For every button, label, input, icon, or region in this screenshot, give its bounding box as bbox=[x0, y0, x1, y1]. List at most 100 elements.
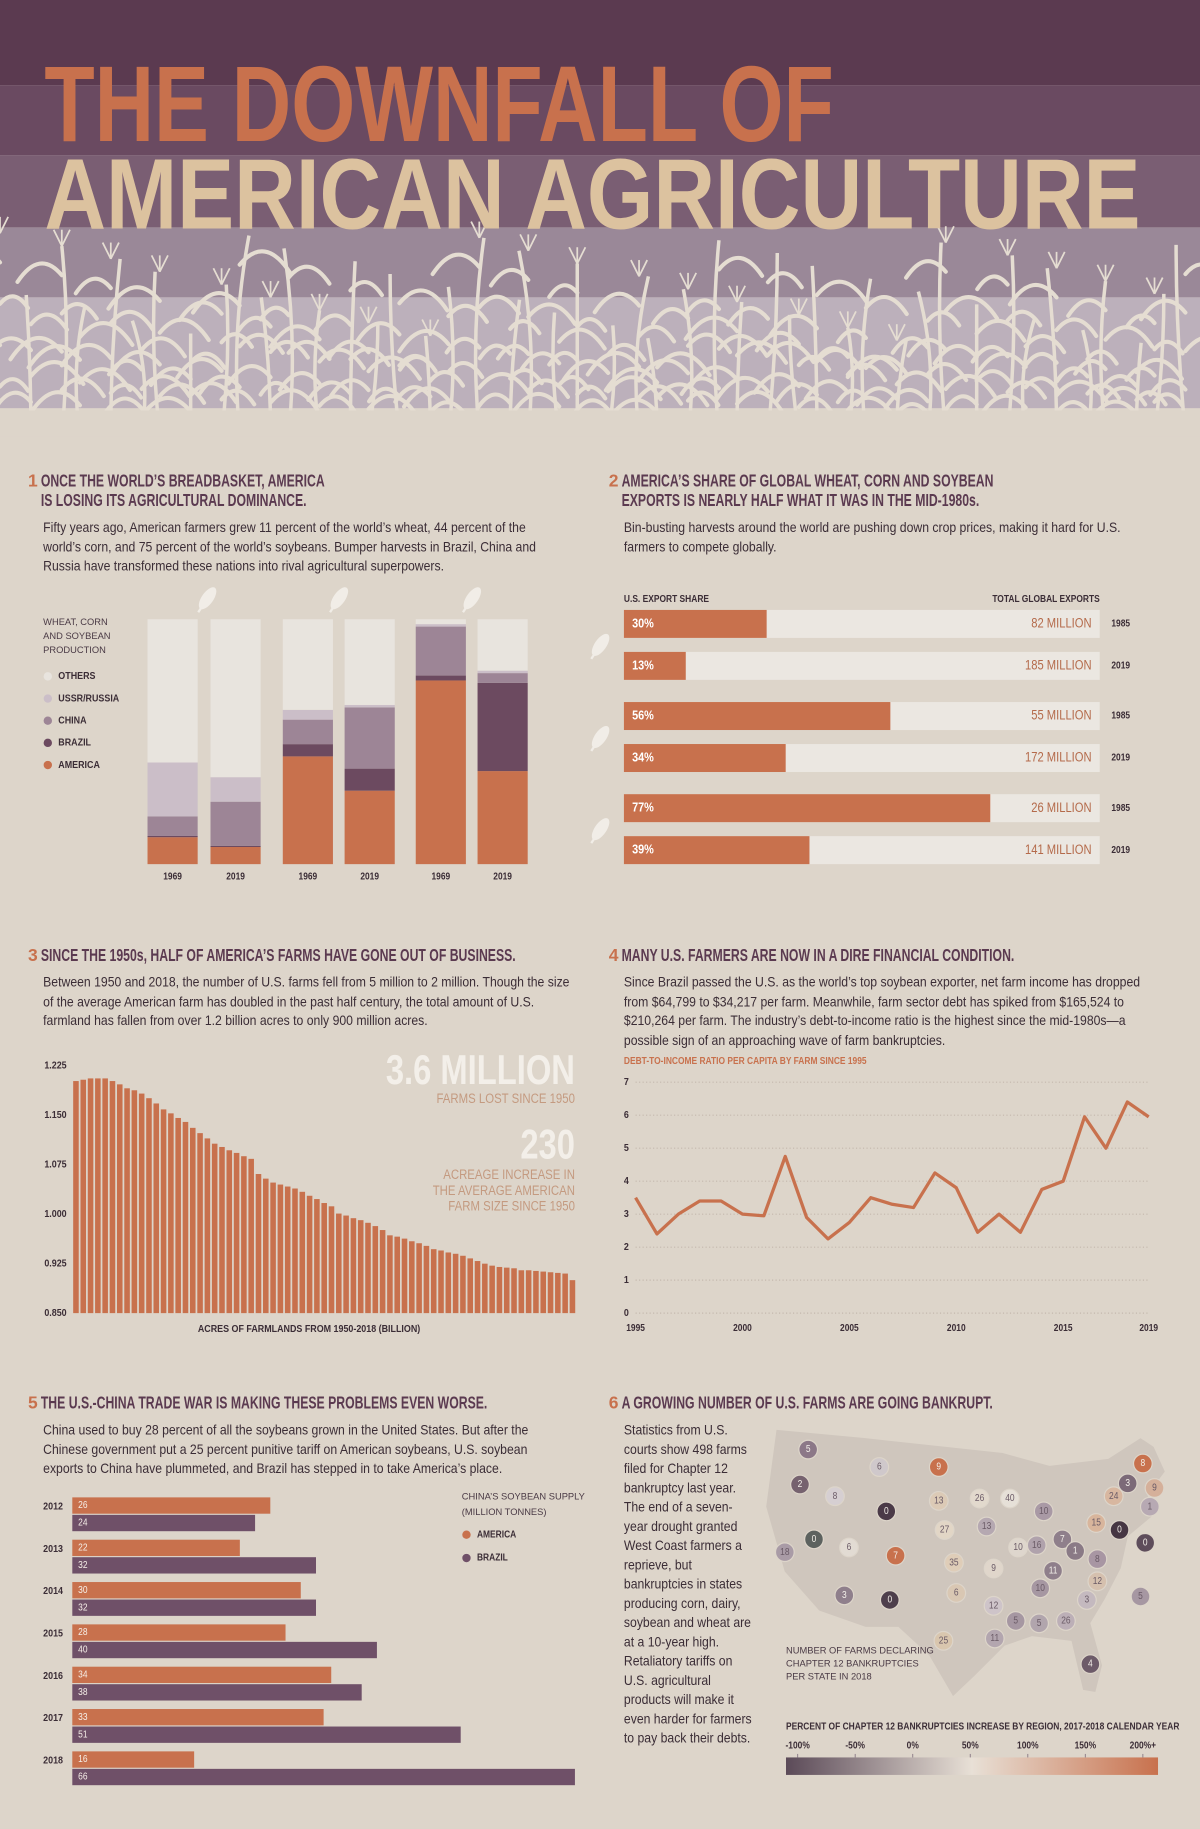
year-label: 1985 bbox=[1111, 802, 1130, 813]
bar bbox=[219, 1146, 225, 1314]
bar bbox=[623, 651, 686, 680]
corn-tassel bbox=[998, 238, 1009, 256]
bar bbox=[467, 1258, 473, 1314]
corn-leaf bbox=[519, 351, 562, 371]
corn-leaf bbox=[679, 376, 721, 396]
corn-leaf bbox=[1073, 359, 1108, 376]
legend-label: USSR/RUSSIA bbox=[58, 693, 119, 705]
state bbox=[1076, 1590, 1097, 1610]
state bbox=[1109, 1520, 1130, 1540]
bar-segment bbox=[282, 719, 333, 745]
corn-leaf bbox=[845, 354, 899, 380]
corn-leaf bbox=[77, 321, 135, 347]
corn-leaf bbox=[430, 252, 482, 277]
annotation-headline: 3.6 MILLION bbox=[386, 1046, 575, 1093]
corn-tassel bbox=[630, 259, 640, 277]
corn-leaf bbox=[606, 342, 647, 362]
value-label: 13% bbox=[632, 657, 654, 672]
corn-leaf bbox=[306, 380, 353, 402]
bar bbox=[496, 1266, 503, 1314]
bar bbox=[72, 1641, 377, 1659]
legend-label: BRAZIL bbox=[58, 737, 91, 749]
annotation-caption: FARMS LOST SINCE 1950 bbox=[436, 1091, 575, 1106]
bar bbox=[153, 1103, 160, 1314]
bar-segment bbox=[344, 704, 395, 708]
bar-segment bbox=[477, 670, 528, 674]
bar bbox=[270, 1182, 276, 1314]
value-label: 32 bbox=[78, 1559, 87, 1570]
bar bbox=[503, 1267, 510, 1314]
section-body: Fifty years ago, American farmers grew 1… bbox=[43, 518, 536, 574]
bar bbox=[555, 1272, 561, 1314]
value-label: 66 bbox=[78, 1771, 87, 1782]
year-label: 2012 bbox=[43, 1501, 63, 1513]
bar bbox=[190, 1127, 196, 1314]
bar bbox=[175, 1117, 181, 1314]
legend-label: OTHERS bbox=[58, 671, 96, 683]
corn-tassel bbox=[470, 221, 481, 239]
bar-segment bbox=[210, 846, 261, 865]
state bbox=[1029, 1613, 1049, 1634]
bar bbox=[72, 1709, 324, 1726]
heading-line: EXPORTS IS NEARLY HALF WHAT IT WAS IN TH… bbox=[621, 490, 980, 511]
state bbox=[1043, 1560, 1063, 1581]
corn-leaf bbox=[943, 373, 997, 399]
total-label: 141 MILLION bbox=[1025, 842, 1092, 857]
bar-segment bbox=[147, 837, 198, 865]
value-label: 22 bbox=[78, 1542, 87, 1553]
state bbox=[1033, 1501, 1054, 1522]
corn-tassel bbox=[728, 285, 738, 303]
heading-line: A GROWING NUMBER OF U.S. FARMS ARE GOING… bbox=[621, 1393, 993, 1414]
value-label: 32 bbox=[78, 1602, 87, 1613]
value-label: 33 bbox=[78, 1711, 87, 1722]
bar bbox=[160, 1109, 167, 1314]
state bbox=[1117, 1473, 1138, 1494]
corn-leaf bbox=[367, 386, 402, 404]
crop-icon-stem bbox=[590, 736, 602, 752]
corn-leaf bbox=[1021, 352, 1059, 370]
bar bbox=[562, 1273, 568, 1314]
bar bbox=[168, 1113, 174, 1314]
heading-line: SINCE THE 1950s, HALF OF AMERICA’S FARMS… bbox=[40, 945, 516, 966]
state bbox=[999, 1488, 1020, 1509]
bar-segment bbox=[147, 619, 198, 763]
corn-leaf bbox=[575, 317, 608, 333]
scale-tick-label: -100% bbox=[786, 1740, 810, 1751]
corn-leaf bbox=[508, 368, 544, 386]
state bbox=[1132, 1453, 1153, 1474]
corn-leaf bbox=[637, 384, 684, 406]
bar bbox=[623, 702, 891, 731]
y-tick-label: 3 bbox=[624, 1208, 629, 1220]
bar-segment bbox=[147, 835, 198, 838]
bar bbox=[124, 1088, 130, 1314]
state bbox=[1135, 1532, 1156, 1553]
x-tick-label: 2010 bbox=[947, 1322, 966, 1333]
corn-leaf bbox=[979, 393, 1028, 417]
corn-leaf bbox=[637, 324, 677, 344]
bar-segment bbox=[210, 777, 261, 802]
bar bbox=[569, 1280, 576, 1314]
corn-leaf bbox=[1103, 386, 1148, 407]
corn-leaf bbox=[943, 295, 1000, 321]
corn-leaf bbox=[1097, 374, 1139, 394]
state-value: 1 bbox=[1148, 1501, 1153, 1512]
corn-tassel bbox=[367, 306, 378, 324]
x-tick-label: 2015 bbox=[1054, 1322, 1073, 1333]
corn-tassel bbox=[110, 242, 120, 260]
state bbox=[1005, 1611, 1026, 1631]
corn-leaf bbox=[268, 324, 322, 349]
corn-leaf bbox=[1054, 317, 1099, 339]
heading-line: AMERICA’S SHARE OF GLOBAL WHEAT, CORN AN… bbox=[621, 471, 994, 491]
corn-leaf bbox=[108, 309, 155, 332]
corn-tassel bbox=[944, 225, 955, 243]
corn-leaf bbox=[326, 339, 371, 361]
total-label: 185 MILLION bbox=[1025, 657, 1092, 672]
corn-leaf bbox=[477, 372, 533, 398]
corn-leaf bbox=[106, 285, 162, 311]
value-label: 39% bbox=[632, 842, 654, 857]
corn-leaf bbox=[73, 276, 113, 296]
y-tick-label: 1.075 bbox=[44, 1159, 67, 1171]
heading-line: IS LOSING ITS AGRICULTURAL DOMINANCE. bbox=[40, 490, 307, 511]
value-label: 16 bbox=[78, 1754, 87, 1765]
state-value: 0 bbox=[1117, 1524, 1122, 1535]
